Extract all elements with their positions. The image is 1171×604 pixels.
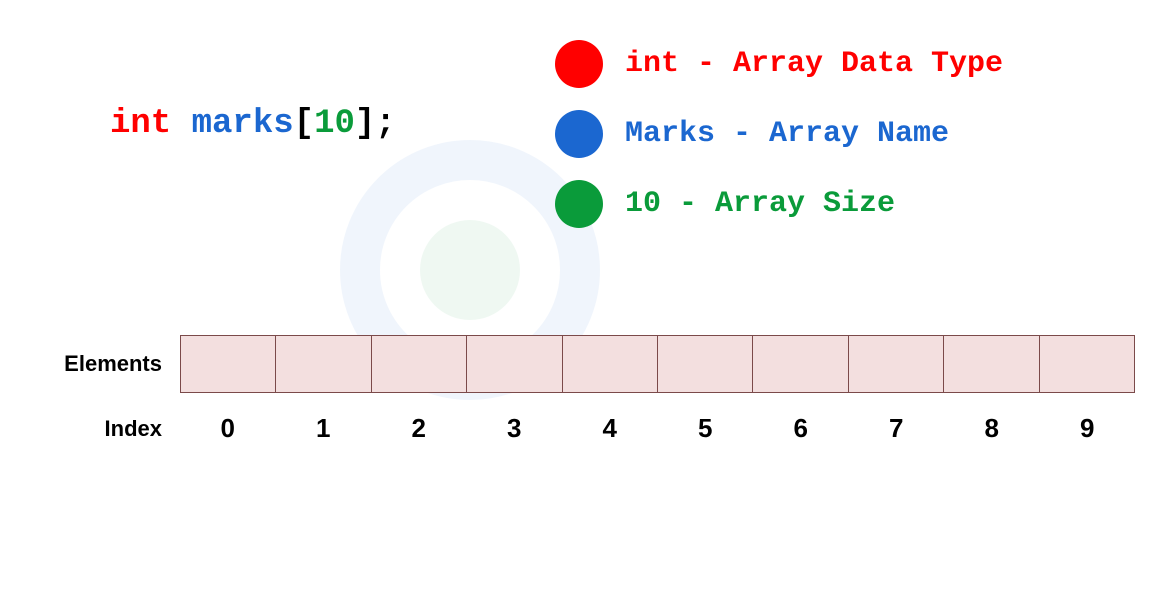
legend-item-size: 10 - Array Size <box>555 180 1003 228</box>
array-indices: 0123456789 <box>180 413 1135 444</box>
array-cell <box>372 336 467 392</box>
token-name: marks <box>192 105 294 143</box>
legend-item-name: Marks - Array Name <box>555 110 1003 158</box>
legend-dot-icon <box>555 110 603 158</box>
index-value: 3 <box>467 413 563 444</box>
index-row: Index 0123456789 <box>45 413 1135 444</box>
index-value: 4 <box>562 413 658 444</box>
index-value: 6 <box>753 413 849 444</box>
array-diagram: Elements Index 0123456789 <box>45 335 1135 464</box>
legend: int - Array Data Type Marks - Array Name… <box>555 40 1003 228</box>
array-cell <box>1040 336 1134 392</box>
token-semicolon: ; <box>375 105 395 143</box>
array-cell <box>563 336 658 392</box>
index-value: 2 <box>371 413 467 444</box>
array-cell <box>753 336 848 392</box>
token-space <box>171 105 191 143</box>
index-value: 8 <box>944 413 1040 444</box>
elements-row: Elements <box>45 335 1135 393</box>
array-cell <box>849 336 944 392</box>
index-value: 7 <box>849 413 945 444</box>
legend-dot-icon <box>555 180 603 228</box>
array-cell <box>181 336 276 392</box>
array-cells <box>180 335 1135 393</box>
array-cell <box>276 336 371 392</box>
index-value: 0 <box>180 413 276 444</box>
token-open-bracket: [ <box>294 105 314 143</box>
index-value: 5 <box>658 413 754 444</box>
legend-dot-icon <box>555 40 603 88</box>
array-cell <box>467 336 562 392</box>
legend-item-type: int - Array Data Type <box>555 40 1003 88</box>
array-cell <box>658 336 753 392</box>
token-close-bracket: ] <box>355 105 375 143</box>
token-type: int <box>110 105 171 143</box>
array-declaration-code: int marks[10]; <box>110 105 396 143</box>
token-size: 10 <box>314 105 355 143</box>
legend-label: Marks - Array Name <box>625 117 949 151</box>
index-value: 1 <box>276 413 372 444</box>
legend-label: 10 - Array Size <box>625 187 895 221</box>
legend-label: int - Array Data Type <box>625 47 1003 81</box>
index-value: 9 <box>1040 413 1136 444</box>
index-label: Index <box>45 416 180 442</box>
array-cell <box>944 336 1039 392</box>
elements-label: Elements <box>45 351 180 377</box>
